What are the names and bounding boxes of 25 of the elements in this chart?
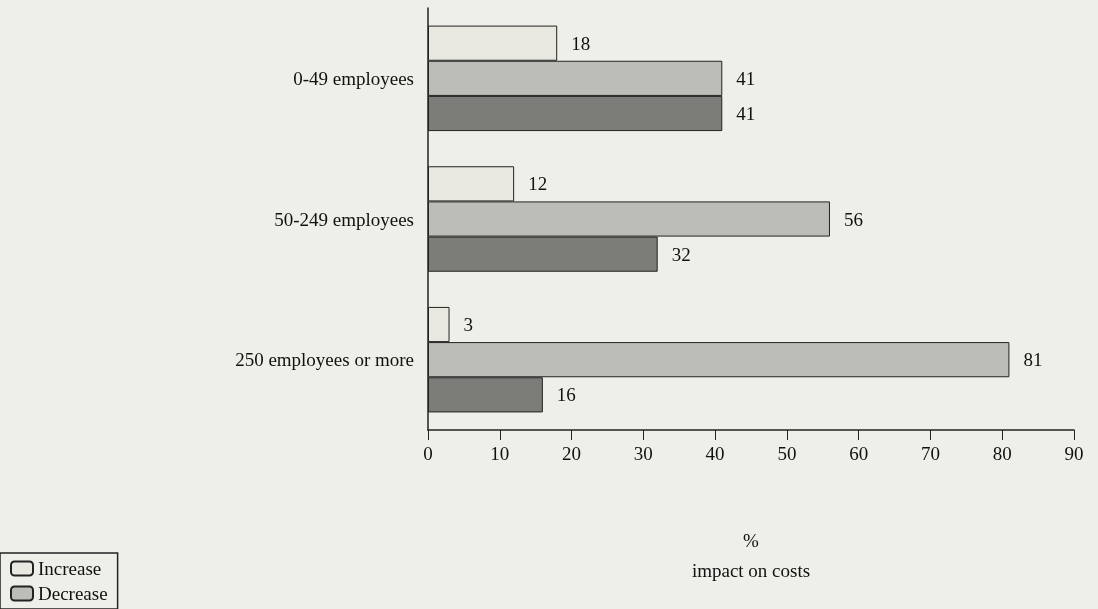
x-tick-label: 30 bbox=[633, 443, 653, 464]
legend-label: Increase bbox=[38, 558, 102, 579]
x-tick-label: 50 bbox=[777, 443, 797, 464]
y-tick-label: 0-49 employees bbox=[293, 67, 414, 89]
x-tick-label: 80 bbox=[992, 443, 1012, 464]
y-tick-label: 50-249 employees bbox=[274, 208, 414, 230]
data-label: 41 bbox=[736, 103, 756, 124]
data-label: 81 bbox=[1023, 349, 1043, 371]
data-label: 41 bbox=[736, 67, 756, 89]
data-label: 32 bbox=[671, 243, 691, 265]
data-label: 18 bbox=[571, 32, 591, 54]
data-label: 3 bbox=[463, 314, 474, 335]
x-tick-label: 40 bbox=[705, 443, 725, 464]
x-axis-title: % impact on costs bbox=[691, 529, 811, 581]
x-tick-label: 20 bbox=[562, 443, 582, 464]
x-tick-label: 0 bbox=[423, 443, 433, 464]
x-tick-label: 10 bbox=[490, 443, 510, 464]
x-tick-label: 70 bbox=[920, 443, 940, 464]
data-label: 56 bbox=[843, 208, 863, 230]
y-tick-label: 250 employees or more bbox=[235, 349, 414, 371]
legend-label: Decrease bbox=[38, 583, 108, 604]
data-label: 12 bbox=[528, 173, 548, 195]
x-tick-label: 90 bbox=[1064, 443, 1084, 464]
x-tick-label: 60 bbox=[849, 443, 869, 464]
data-label: 16 bbox=[556, 384, 576, 406]
